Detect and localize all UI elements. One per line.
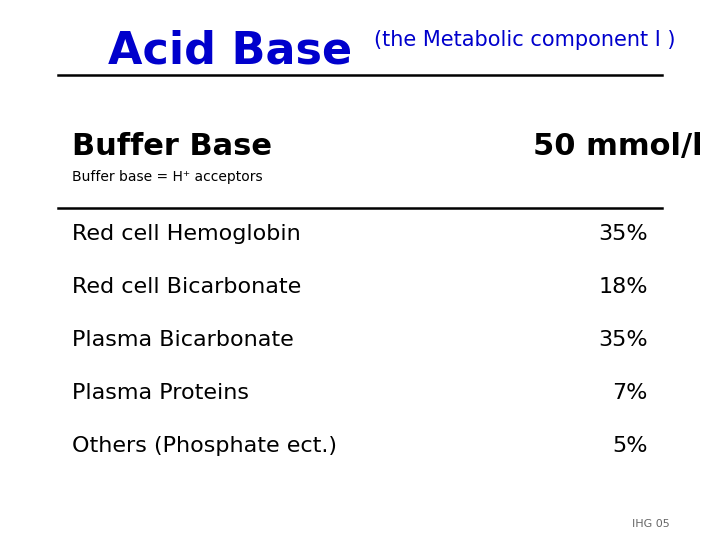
Text: 35%: 35% bbox=[598, 330, 648, 350]
Text: 18%: 18% bbox=[598, 277, 648, 297]
Text: IHG 05: IHG 05 bbox=[632, 519, 670, 529]
Text: Red cell Hemoglobin: Red cell Hemoglobin bbox=[72, 224, 301, 244]
Text: 5%: 5% bbox=[613, 436, 648, 456]
Text: Red cell Bicarbonate: Red cell Bicarbonate bbox=[72, 277, 301, 297]
Text: 7%: 7% bbox=[613, 383, 648, 403]
Text: (the Metabolic component I ): (the Metabolic component I ) bbox=[374, 30, 676, 50]
Text: 35%: 35% bbox=[598, 224, 648, 244]
Text: Buffer Base: Buffer Base bbox=[72, 132, 272, 161]
Text: Acid Base: Acid Base bbox=[108, 30, 352, 73]
Text: 50 mmol/l: 50 mmol/l bbox=[533, 132, 703, 161]
Text: Buffer base = H⁺ acceptors: Buffer base = H⁺ acceptors bbox=[72, 170, 263, 184]
Text: Plasma Proteins: Plasma Proteins bbox=[72, 383, 249, 403]
Text: Plasma Bicarbonate: Plasma Bicarbonate bbox=[72, 330, 294, 350]
Text: Others (Phosphate ect.): Others (Phosphate ect.) bbox=[72, 436, 337, 456]
